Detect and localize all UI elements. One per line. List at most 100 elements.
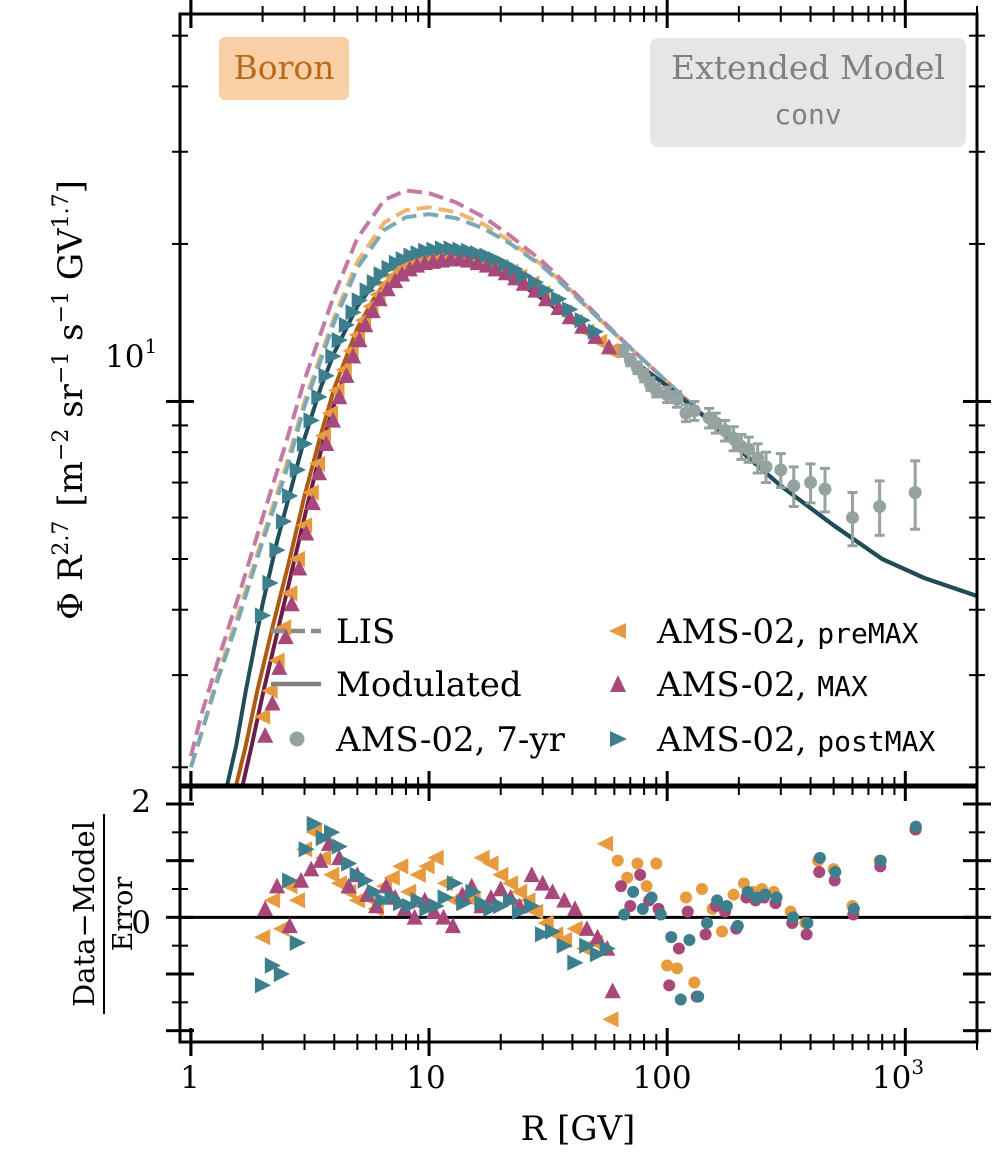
ylabel-units: [m [51, 461, 91, 507]
max-point [574, 318, 591, 334]
seven-yr-point [845, 511, 859, 525]
residual-postmax-dot [683, 934, 696, 946]
x-axis-label: R [GV] [521, 1109, 636, 1149]
residual-postmax-triangle [366, 883, 383, 900]
postmax-point [550, 290, 568, 307]
ylabel-exponent: 2.7 [49, 521, 74, 556]
residual-max-dot [813, 866, 826, 878]
residual-postmax-dot [847, 902, 860, 915]
postmax-point [296, 435, 313, 452]
postmax-point [325, 348, 342, 365]
legend-premax-label: AMS-02, preMAX [656, 612, 919, 652]
residual-max-dot [615, 880, 628, 893]
bottom-ylabel-numerator: Data−Model [67, 821, 101, 1007]
residual-postmax-triangle [474, 895, 491, 912]
residual-postmax-triangle [393, 895, 410, 912]
residual-premax-dot [661, 959, 674, 972]
legend-modulated-label: Modulated [336, 665, 522, 705]
postmax-point [426, 241, 443, 258]
legend-postmax-marker [610, 731, 627, 747]
residual-premax-triangle [392, 858, 409, 875]
model-badge-subtitle: conv [774, 98, 841, 131]
residual-max-triangle [340, 877, 357, 894]
residual-premax-triangle [254, 929, 271, 946]
max-point [304, 494, 321, 511]
postmax-point [262, 574, 279, 591]
max-point [515, 275, 532, 291]
postmax-point [452, 241, 469, 258]
legend: LIS Modulated AMS-02, 7-yr AMS-02, preMA… [271, 612, 935, 760]
bottom-panel-frame [178, 785, 979, 1044]
residual-postmax-triangle [579, 937, 596, 954]
seven-yr-point [709, 416, 723, 430]
residual-postmax-dot [645, 891, 658, 904]
residual-postmax-dot [731, 919, 744, 932]
postmax-point [345, 304, 362, 321]
max-point [318, 435, 335, 451]
postmax-point [587, 323, 604, 340]
residual-postmax-triangle [524, 897, 541, 915]
max-point [257, 727, 274, 743]
residual-postmax-dot [654, 908, 667, 921]
legend-postmax-code: postMAX [817, 725, 935, 758]
postmax-point [498, 256, 515, 273]
seven-yr-point [742, 442, 756, 456]
residual-max-triangle [566, 900, 583, 917]
postmax-point [318, 367, 335, 384]
postmax-point [538, 282, 555, 299]
bottom-y-axis-label: Data−Model Error [67, 814, 139, 1014]
seven-yr-point [718, 424, 732, 438]
residual-postmax-dot [909, 820, 922, 833]
max-point [345, 347, 362, 364]
residual-premax-dot [671, 962, 684, 975]
residual-postmax-triangle [324, 824, 341, 841]
postmax-point [574, 312, 591, 329]
ylabel-main: Φ R [51, 554, 91, 620]
residual-premax-triangle [473, 849, 490, 866]
residual-premax-triangle [482, 855, 499, 872]
residual-premax-dot [716, 925, 729, 938]
residual-premax-triangle [596, 835, 613, 852]
legend-7yr-marker [289, 731, 305, 747]
residual-postmax-dot [741, 885, 754, 898]
residual-max-triangle [406, 908, 423, 925]
residual-premax-dot [680, 891, 693, 904]
residual-premax-triangle [511, 883, 528, 900]
residual-postmax-dot [711, 894, 724, 907]
max-point [497, 264, 514, 281]
residual-premax-triangle [502, 875, 519, 892]
residual-premax-dot [727, 888, 740, 901]
residual-premax-triangle [348, 892, 365, 909]
postmax-point [461, 242, 478, 259]
legend-lis-label: LIS [336, 612, 395, 652]
residual-postmax-dot [813, 851, 826, 864]
residual-postmax-dot [801, 917, 814, 929]
legend-max-code: MAX [817, 670, 868, 703]
postmax-point [516, 267, 533, 284]
residual-premax-triangle [566, 920, 583, 937]
max-point [338, 367, 355, 383]
postmax-point [351, 292, 368, 309]
residual-premax-triangle [330, 875, 347, 892]
residual-postmax-triangle [567, 954, 584, 971]
residual-max-triangle [269, 877, 286, 894]
residual-postmax-triangle [556, 937, 573, 954]
residual-postmax-triangle [446, 875, 464, 892]
premax-point [261, 682, 278, 699]
seven-yr-point [687, 404, 701, 418]
residual-max-dot [663, 979, 676, 992]
residual-postmax-triangle [341, 855, 358, 872]
top-ytick-base: 10 [105, 339, 144, 375]
model-badge-title: Extended Model [671, 48, 945, 87]
residual-postmax-dot [618, 908, 631, 921]
residual-postmax-triangle [298, 841, 315, 858]
residual-postmax-triangle [483, 900, 500, 917]
top-panel-frame [178, 12, 979, 787]
residual-postmax-triangle [306, 815, 323, 832]
max-point [371, 290, 388, 307]
residual-max-dot [699, 928, 712, 941]
max-point [364, 302, 381, 319]
residual-postmax-triangle [264, 957, 281, 974]
residual-max-triangle [544, 883, 561, 900]
residual-max-dot [624, 900, 637, 912]
